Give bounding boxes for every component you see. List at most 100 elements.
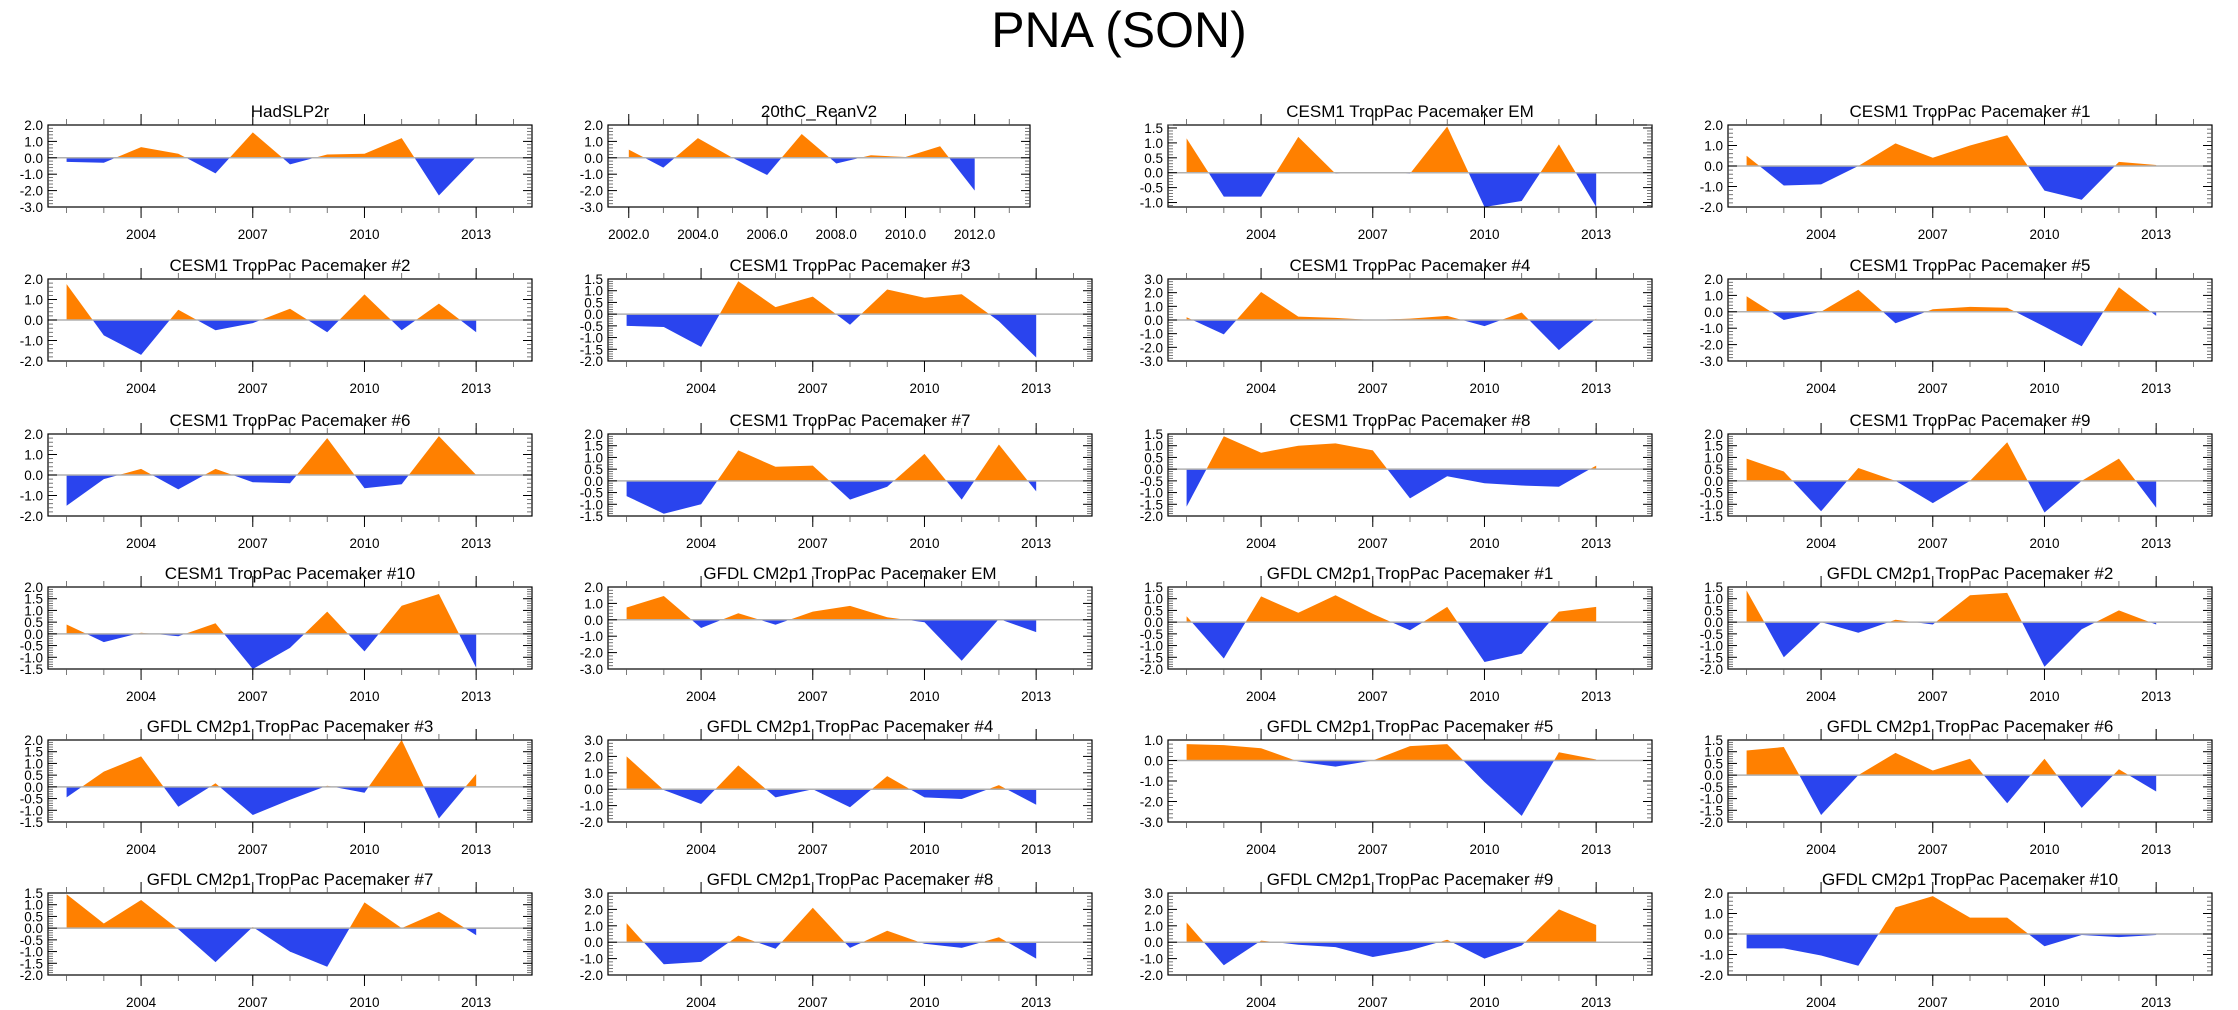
- y-tick-label: -0.5: [20, 639, 43, 654]
- positive-area: [1186, 744, 1296, 761]
- x-tick-label: 2013: [2141, 842, 2171, 857]
- panel: HadSLP2r 2.01.0 0.0-1.0 -2.0-3.0 2004 2007 201…: [20, 102, 533, 242]
- x-tick-label: 2010: [2029, 536, 2059, 551]
- y-tick-label: 1.0: [24, 756, 43, 771]
- negative-area: [1452, 942, 1526, 959]
- y-tick-label: 1.5: [24, 886, 43, 901]
- x-tick-label: 2010: [2029, 381, 2059, 396]
- y-tick-label: -3.0: [1140, 815, 1163, 830]
- positive-area: [717, 450, 830, 481]
- y-tick-label: 0.0: [1144, 313, 1163, 328]
- x-tick-label: 2004: [1806, 536, 1837, 551]
- panel-title: CESM1 TropPac Pacemaker #10: [165, 564, 415, 583]
- panel: CESM1 TropPac Pacemaker #4 3.02.01.00.0-1…: [1140, 256, 1653, 396]
- y-tick-label: 1.0: [584, 919, 603, 934]
- y-tick-label: 2.0: [584, 902, 603, 917]
- y-tick-label: -0.5: [580, 319, 603, 334]
- panel-title: CESM1 TropPac Pacemaker #9: [1850, 411, 2091, 430]
- panel: GFDL CM2p1 TropPac Pacemaker EM 2.01.0 0.0…: [580, 564, 1093, 704]
- positive-area: [862, 930, 920, 943]
- y-tick-label: 1.0: [1144, 733, 1163, 748]
- y-tick-label: -0.5: [20, 933, 43, 948]
- positive-area: [81, 756, 164, 787]
- x-tick-label: 2007: [1918, 995, 1948, 1010]
- negative-area: [756, 942, 782, 949]
- negative-area: [1001, 619, 1037, 633]
- negative-area: [1771, 311, 1859, 320]
- panel-title: HadSLP2r: [251, 102, 330, 121]
- panel: GFDL CM2p1 TropPac Pacemaker #1 1.51.00.5…: [1140, 564, 1653, 704]
- y-tick-label: 1.5: [1144, 427, 1163, 442]
- y-tick-label: 3.0: [1144, 272, 1163, 287]
- x-tick-label: 2010: [1469, 689, 1499, 704]
- panel-title: GFDL CM2p1 TropPac Pacemaker #1: [1267, 564, 1554, 583]
- x-tick-label: 2013: [461, 536, 491, 551]
- negative-area: [414, 157, 476, 196]
- x-tick-label: 2010: [909, 689, 939, 704]
- y-tick-label: 1.0: [1704, 139, 1723, 154]
- y-tick-label: -1.5: [580, 342, 603, 357]
- y-tick-label: -0.5: [20, 792, 43, 807]
- y-tick-label: -3.0: [20, 200, 43, 215]
- y-tick-label: 0.0: [24, 313, 43, 328]
- y-tick-label: 1.0: [1144, 299, 1163, 314]
- positive-area: [719, 281, 836, 315]
- y-tick-label: 0.0: [584, 782, 603, 797]
- x-tick-label: 2012.0: [954, 227, 995, 242]
- positive-area: [1746, 155, 1760, 166]
- y-tick-label: 1.5: [584, 272, 603, 287]
- negative-area: [1387, 469, 1590, 499]
- positive-area: [1410, 126, 1469, 173]
- y-tick-label: 0.0: [584, 613, 603, 628]
- positive-area: [674, 138, 768, 158]
- plot-frame: [607, 739, 1093, 823]
- negative-area: [465, 928, 477, 936]
- panel: CESM1 TropPac Pacemaker #10 2.01.51.00.50…: [20, 564, 533, 704]
- x-tick-label: 2007: [1358, 536, 1388, 551]
- negative-area: [1575, 172, 1597, 207]
- x-tick-label: 2004: [1246, 381, 1277, 396]
- panel-title: GFDL CM2p1 TropPac Pacemaker #2: [1827, 564, 2114, 583]
- negative-area: [1529, 320, 1595, 351]
- positive-area: [416, 303, 461, 320]
- y-tick-label: -1.5: [1700, 803, 1723, 818]
- negative-area: [1882, 311, 1927, 324]
- negative-area: [232, 475, 297, 484]
- y-tick-label: 0.0: [1144, 754, 1163, 769]
- x-tick-label: 2013: [1021, 536, 1051, 551]
- positive-area: [2113, 769, 2129, 776]
- negative-area: [829, 157, 861, 164]
- y-tick-label: 0.5: [24, 909, 43, 924]
- negative-area: [92, 320, 170, 355]
- x-tick-label: 2007: [1918, 536, 1948, 551]
- y-tick-label: 0.5: [1704, 756, 1723, 771]
- y-tick-label: -1.0: [1140, 639, 1163, 654]
- positive-area: [988, 785, 1007, 790]
- negative-area: [1027, 480, 1037, 492]
- negative-area: [1462, 320, 1502, 327]
- negative-area: [1007, 942, 1037, 959]
- positive-area: [66, 624, 87, 634]
- y-tick-label: -1.0: [580, 952, 603, 967]
- positive-area: [66, 894, 177, 929]
- y-tick-label: -2.0: [20, 184, 43, 199]
- panel: CESM1 TropPac Pacemaker #8 1.51.00.50.0-0…: [1140, 411, 1653, 551]
- x-tick-label: 2004: [1806, 227, 1837, 242]
- panel: CESM1 TropPac Pacemaker #2 2.0 1.0 0.0 -1.0 -…: [20, 256, 533, 396]
- x-tick-label: 2010: [909, 381, 939, 396]
- positive-area: [871, 776, 911, 790]
- x-tick-label: 2004: [1246, 227, 1277, 242]
- y-tick-label: -2.0: [580, 815, 603, 830]
- panel-title: GFDL CM2p1 TropPac Pacemaker #4: [707, 717, 994, 736]
- y-tick-label: 2.0: [1704, 272, 1723, 287]
- panel: 20thC_ReanV2 2.01.0 0.0-1.0 -2.0-3.0 2002.0 2…: [580, 102, 1031, 242]
- y-tick-label: 1.0: [1704, 450, 1723, 465]
- y-tick-label: 0.5: [1144, 603, 1163, 618]
- x-tick-label: 2010: [349, 536, 379, 551]
- positive-area: [185, 623, 225, 634]
- negative-area: [946, 480, 975, 500]
- y-tick-label: 1.5: [1144, 580, 1163, 595]
- x-tick-label: 2007: [1358, 842, 1388, 857]
- x-tick-label: 2004: [1806, 689, 1837, 704]
- positive-area: [368, 740, 424, 787]
